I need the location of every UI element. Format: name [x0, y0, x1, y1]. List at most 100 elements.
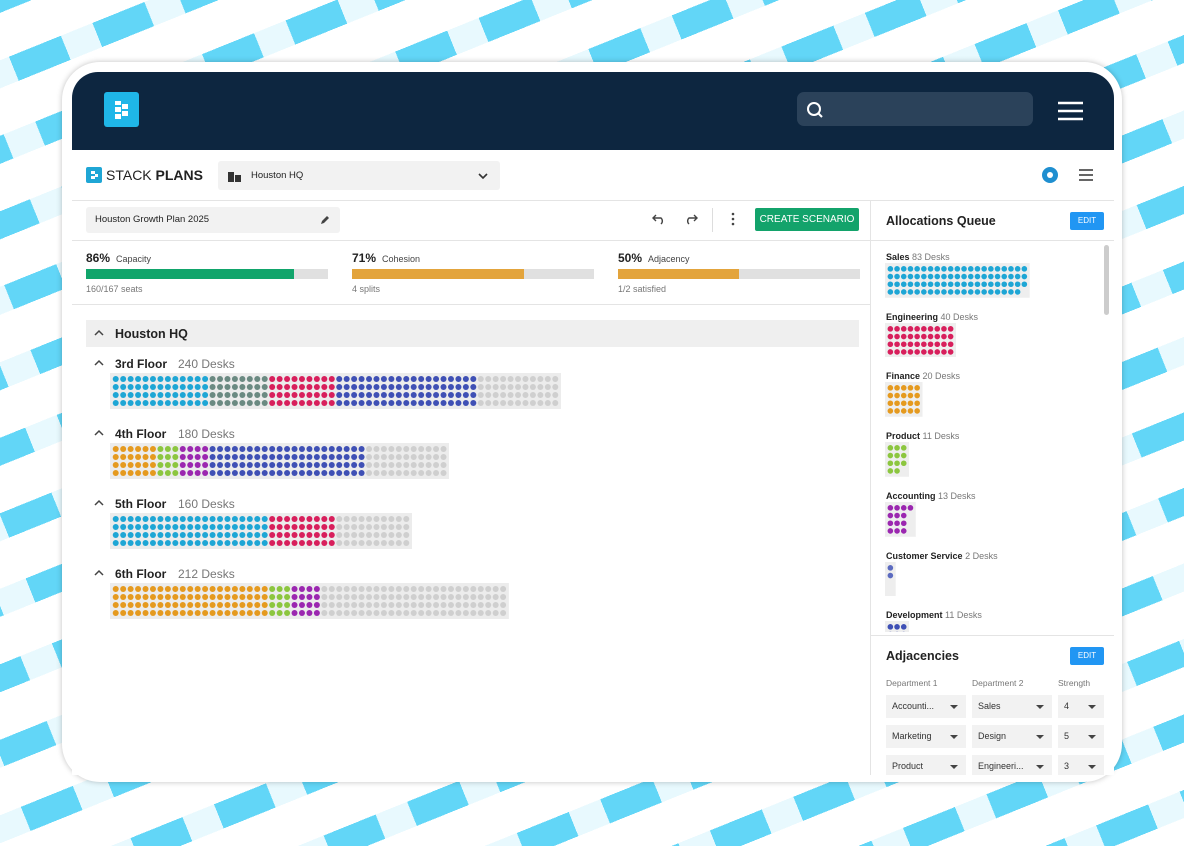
desk-dot	[127, 524, 134, 530]
desk-dot	[120, 602, 127, 608]
desk-dot	[254, 540, 261, 546]
select-cell[interactable]: Marketing	[886, 725, 966, 748]
desk-dot	[492, 392, 499, 398]
select-cell[interactable]: Engineeri...	[972, 755, 1052, 775]
desk-dot	[907, 393, 914, 399]
desk-dot	[239, 532, 246, 538]
desk-dot	[187, 400, 194, 406]
redo-button[interactable]	[684, 213, 698, 225]
desk-dot	[440, 602, 447, 608]
desk-dot	[157, 454, 164, 460]
desk-dot	[246, 540, 253, 546]
desk-dot	[224, 610, 231, 616]
site-header[interactable]: Houston HQ	[86, 320, 859, 347]
desk-grid	[885, 382, 923, 418]
desk-dot	[209, 610, 216, 616]
desk-dot	[187, 532, 194, 538]
desk-dot	[373, 462, 380, 468]
chat-button[interactable]	[1042, 167, 1058, 183]
desk-dot	[209, 470, 216, 476]
desk-dot	[433, 586, 440, 592]
desk-dot	[455, 376, 462, 382]
desk-dot	[351, 586, 358, 592]
desk-dot	[209, 454, 216, 460]
desk-dot	[403, 540, 410, 546]
desk-dot	[217, 540, 224, 546]
desk-dot	[358, 602, 365, 608]
desk-dot	[127, 586, 134, 592]
desk-dot	[1014, 289, 1021, 295]
queue-item-desks: 13 Desks	[938, 490, 976, 501]
edit-icon[interactable]	[320, 215, 330, 225]
desk-dot	[157, 540, 164, 546]
desk-dot	[164, 602, 171, 608]
desk-dot	[366, 594, 373, 600]
desk-dot	[492, 376, 499, 382]
more-button[interactable]	[730, 212, 736, 226]
desk-dot	[291, 594, 298, 600]
select-cell[interactable]: 4	[1058, 695, 1104, 718]
desk-dot	[127, 602, 134, 608]
desk-dot	[366, 470, 373, 476]
desk-dot	[261, 376, 268, 382]
select-cell[interactable]: 3	[1058, 755, 1104, 775]
desk-dot	[202, 376, 209, 382]
app-logo[interactable]	[104, 92, 139, 127]
desk-dot	[343, 470, 350, 476]
desk-dot	[433, 376, 440, 382]
desk-dot	[209, 446, 216, 452]
desk-dot	[485, 610, 492, 616]
select-cell[interactable]: Design	[972, 725, 1052, 748]
desk-dot	[209, 392, 216, 398]
edit-button[interactable]: EDIT	[1070, 212, 1104, 230]
metric-bar	[86, 269, 295, 279]
desk-dot	[187, 446, 194, 452]
select-cell[interactable]: 5	[1058, 725, 1104, 748]
desk-dot	[202, 602, 209, 608]
desk-dot	[927, 289, 934, 295]
desk-dot	[313, 376, 320, 382]
desk-dot	[217, 462, 224, 468]
desk-dot	[112, 376, 119, 382]
create-scenario-button[interactable]: CREATE SCENARIO	[755, 208, 859, 231]
desk-dot	[157, 470, 164, 476]
desk-segment	[157, 446, 179, 476]
floor-desks: 160 Desks	[178, 497, 235, 511]
select-cell[interactable]: Accounti...	[886, 695, 966, 718]
desk-dot	[313, 446, 320, 452]
panel-menu[interactable]	[1078, 169, 1094, 181]
desk-dot	[239, 376, 246, 382]
desk-dot	[358, 454, 365, 460]
plan-name-field[interactable]: Houston Growth Plan 2025	[86, 207, 340, 233]
location-select[interactable]: Houston HQ	[218, 161, 500, 190]
scrollbar[interactable]	[1104, 245, 1109, 315]
desk-dot	[284, 384, 291, 390]
desk-grid	[110, 443, 450, 479]
desk-dot	[373, 586, 380, 592]
search-box[interactable]	[797, 92, 1033, 126]
desk-dot	[894, 348, 900, 355]
desk-segment	[887, 445, 907, 474]
select-cell[interactable]: Product	[886, 755, 966, 775]
desk-dot	[217, 392, 224, 398]
desk-dot	[900, 341, 907, 347]
desk-dot	[298, 392, 305, 398]
desk-dot	[507, 392, 514, 398]
desk-dot	[418, 392, 425, 398]
desk-dot	[366, 540, 373, 546]
desk-dot	[224, 446, 231, 452]
select-cell[interactable]: Sales	[972, 695, 1052, 718]
desk-dot	[239, 462, 246, 468]
desk-dot	[306, 516, 313, 522]
desk-dot	[447, 602, 454, 608]
undo-button[interactable]	[652, 213, 666, 225]
chevron-down	[478, 173, 488, 180]
desk-dot	[127, 376, 134, 382]
edit-button[interactable]: EDIT	[1070, 647, 1104, 665]
desk-dot	[433, 462, 440, 468]
desk-dot	[298, 594, 305, 600]
menu-button[interactable]	[1057, 100, 1085, 122]
desk-dot	[172, 540, 179, 546]
desk-dot	[887, 572, 894, 578]
desk-dot	[149, 586, 156, 592]
